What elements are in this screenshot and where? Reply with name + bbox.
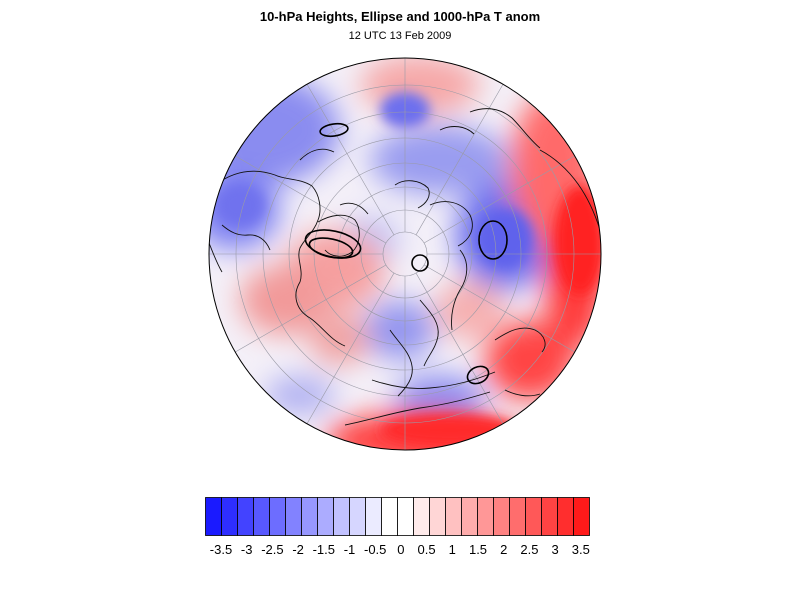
colorbar-swatch <box>509 497 526 536</box>
colorbar-swatch <box>541 497 558 536</box>
colorbar-swatch <box>269 497 286 536</box>
colorbar-tick-label: -2.5 <box>261 542 284 557</box>
colorbar-swatch <box>477 497 494 536</box>
colorbar-swatch <box>381 497 398 536</box>
colorbar-swatch <box>285 497 302 536</box>
colorbar-swatch <box>205 497 222 536</box>
colorbar-swatch <box>253 497 270 536</box>
colorbar-tick-label: 2 <box>500 542 508 557</box>
longitude-lines <box>209 58 601 450</box>
colorbar-swatch <box>301 497 318 536</box>
colorbar-swatch <box>317 497 334 536</box>
meridian-line <box>306 272 395 424</box>
meridian-line <box>415 272 504 424</box>
colorbar-tick-label: -2 <box>292 542 304 557</box>
colorbar-tick-label: -1 <box>343 542 356 557</box>
meridian-line <box>235 155 387 244</box>
map-boundary <box>208 57 602 451</box>
colorbar-tick-label: 1.5 <box>468 542 488 557</box>
temperature-anomaly-field <box>209 58 601 450</box>
chart-subtitle: 12 UTC 13 Feb 2009 <box>348 30 452 42</box>
colorbar-tick-label: 3.5 <box>571 542 590 557</box>
coastlines <box>209 108 601 426</box>
colorbar-swatch <box>525 497 542 536</box>
colorbar-swatch <box>237 497 254 536</box>
colorbar-swatch <box>349 497 366 536</box>
colorbar-tick-label: 0 <box>397 542 405 557</box>
colorbar-swatch <box>429 497 446 536</box>
colorbar-tick-label: 1 <box>448 542 456 557</box>
colorbar-tick-label: -0.5 <box>363 542 387 557</box>
colorbar-tick-label: -1.5 <box>312 542 335 557</box>
chart-title: 10-hPa Heights, Ellipse and 1000-hPa T a… <box>259 9 541 24</box>
colorbar <box>205 497 590 536</box>
colorbar-tick-label: 2.5 <box>520 542 539 557</box>
colorbar-swatch <box>221 497 238 536</box>
colorbar-swatch <box>413 497 430 536</box>
colorbar-swatch <box>333 497 350 536</box>
colorbar-swatch <box>557 497 574 536</box>
meridian-line <box>415 84 504 236</box>
colorbar-swatch <box>397 497 414 536</box>
colorbar-swatch <box>445 497 462 536</box>
colorbar-swatch <box>461 497 478 536</box>
colorbar-tick-label: -3 <box>240 542 253 557</box>
colorbar-swatch <box>493 497 510 536</box>
meridian-line <box>423 264 575 353</box>
colorbar-tick-label: 0.5 <box>417 542 436 557</box>
colorbar-tick-label: 3 <box>551 542 559 557</box>
colorbar-tick-label: -3.5 <box>209 542 233 557</box>
height-contours <box>304 122 508 385</box>
meridian-line <box>306 84 395 236</box>
meridian-line <box>423 155 575 244</box>
colorbar-swatch <box>573 497 590 536</box>
colorbar-swatch <box>365 497 382 536</box>
meridian-line <box>235 264 387 353</box>
